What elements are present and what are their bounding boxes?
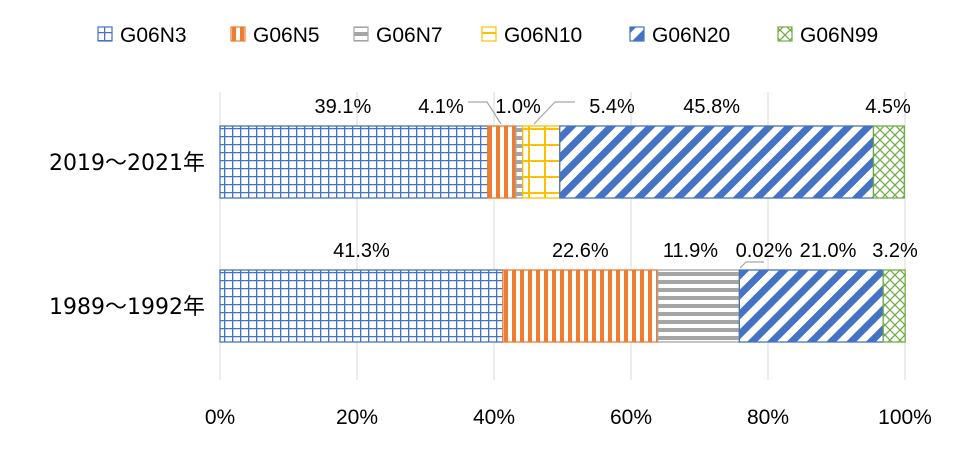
data-label-g06n20-1: 21.0% xyxy=(800,240,857,262)
bar-g06n5-0 xyxy=(487,125,517,199)
data-label-g06n3-1: 41.3% xyxy=(333,240,390,262)
category-labels: 2019～2021年 1989～1992年 xyxy=(49,151,205,320)
bar-g06n20-1 xyxy=(738,269,884,343)
data-label-g06n7-1: 11.9% xyxy=(663,240,718,262)
bar-g06n3-1 xyxy=(219,269,504,343)
legend: G06N3 G06N5 G06N7 G06N10 G06N20 G06N99 xyxy=(97,24,878,47)
x-tick-label: 0% xyxy=(205,406,235,429)
bar-g06n3-0 xyxy=(219,125,489,199)
leader-line-g06n5-0 xyxy=(468,101,502,125)
x-tick-label: 100% xyxy=(878,406,932,429)
data-label-g06n3-0: 39.1% xyxy=(315,96,372,118)
data-label-g06n7-0: 1.0% xyxy=(495,96,541,118)
bar-g06n5-1 xyxy=(502,269,659,343)
legend-label-g06n3: G06N3 xyxy=(120,24,187,47)
legend-swatch-g06n3 xyxy=(97,26,113,42)
leader-line-g06n10-1 xyxy=(739,261,764,269)
data-label-g06n10-1: 0.02% xyxy=(736,240,793,262)
data-label-g06n20-0: 45.8% xyxy=(683,96,740,118)
bar-g06n7-1 xyxy=(657,269,740,343)
bars xyxy=(219,125,906,343)
data-labels: 39.1% 41.3% 4.1% 22.6% 1.0% 11.9% 5.4% 0.02% 45.… xyxy=(315,96,918,262)
legend-swatch-g06n99 xyxy=(777,26,793,42)
bar-g06n99-0 xyxy=(872,125,905,199)
legend-swatch-g06n10 xyxy=(481,26,497,42)
bar-g06n20-0 xyxy=(559,125,875,199)
leader-lines xyxy=(468,101,764,269)
legend-swatch-g06n5 xyxy=(230,26,246,42)
legend-label-g06n20: G06N20 xyxy=(652,24,730,47)
category-label: 2019～2021年 xyxy=(49,151,205,176)
x-tick-label: 80% xyxy=(747,406,789,429)
data-label-g06n10-0: 5.4% xyxy=(589,96,635,118)
category-label: 1989～1992年 xyxy=(49,295,205,320)
x-tick-labels: 0% 20% 40% 60% 80% 100% xyxy=(205,406,932,429)
bar-g06n7-0 xyxy=(515,125,524,199)
data-label-g06n5-0: 4.1% xyxy=(418,96,464,118)
data-label-g06n99-1: 3.2% xyxy=(872,240,918,262)
legend-label-g06n5: G06N5 xyxy=(253,24,320,47)
legend-label-g06n99: G06N99 xyxy=(800,24,878,47)
x-tick-label: 40% xyxy=(473,406,515,429)
bar-g06n10-0 xyxy=(522,125,561,199)
x-tick-label: 60% xyxy=(610,406,652,429)
legend-label-g06n10: G06N10 xyxy=(504,24,582,47)
bar-g06n99-1 xyxy=(882,269,906,343)
data-label-g06n99-0: 4.5% xyxy=(865,96,911,118)
x-tick-label: 20% xyxy=(336,406,378,429)
legend-label-g06n7: G06N7 xyxy=(376,24,443,47)
leader-line-g06n10-0 xyxy=(533,101,575,125)
data-label-g06n5-1: 22.6% xyxy=(552,240,609,262)
legend-swatch-g06n7 xyxy=(353,26,369,42)
legend-swatch-g06n20 xyxy=(629,26,645,42)
